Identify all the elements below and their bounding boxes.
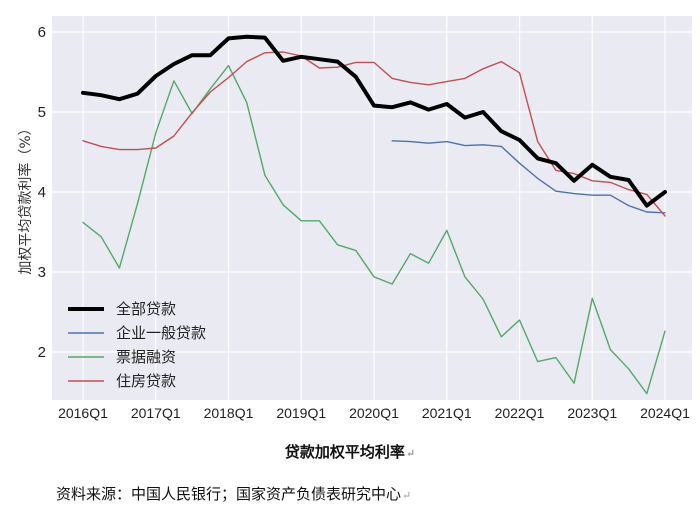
legend-label: 住房贷款	[116, 372, 176, 390]
y-tick-label: 6	[38, 24, 46, 41]
x-tick-label: 2021Q1	[422, 405, 472, 421]
series-line	[81, 34, 667, 208]
x-tick-label: 2024Q1	[640, 405, 690, 421]
y-tick-label: 3	[38, 264, 46, 281]
y-axis-label: 加权平均贷款利率（%）	[17, 121, 34, 274]
y-tick-label: 5	[38, 104, 46, 121]
caption-text: 贷款加权平均利率	[284, 443, 405, 461]
legend-label: 全部贷款	[116, 300, 176, 318]
return-mark-icon: ↵	[405, 447, 416, 460]
chart-caption: 贷款加权平均利率↵	[0, 441, 700, 462]
line-chart: 2 3 4 5 6 2016Q1 2017Q1 2018Q1 2019Q1 2020Q1 2021Q…	[17, 16, 692, 421]
x-tick-label: 2023Q1	[567, 405, 617, 421]
legend-label: 票据融资	[116, 348, 176, 366]
chart-svg: 2 3 4 5 6 2016Q1 2017Q1 2018Q1 2019Q1 2020Q1 2021Q…	[17, 16, 692, 421]
x-tick-label: 2018Q1	[204, 405, 254, 421]
series-line	[82, 64, 666, 395]
return-mark-icon: ↵	[402, 489, 412, 502]
x-tick-label: 2019Q1	[276, 405, 326, 421]
source-text: 资料来源：中国人民银行；国家资产负债表研究中心	[56, 485, 402, 503]
x-tick-label: 2017Q1	[131, 405, 181, 421]
series-line	[391, 140, 666, 214]
x-tick-label: 2016Q1	[58, 405, 108, 421]
x-tick-label: 2020Q1	[349, 405, 399, 421]
plot-area	[52, 16, 692, 400]
source-note: 资料来源：中国人民银行；国家资产负债表研究中心↵	[56, 483, 411, 504]
y-tick-label: 4	[38, 184, 46, 201]
legend-label: 企业一般贷款	[116, 324, 206, 342]
y-tick-label: 2	[38, 344, 46, 361]
x-tick-label: 2022Q1	[495, 405, 545, 421]
